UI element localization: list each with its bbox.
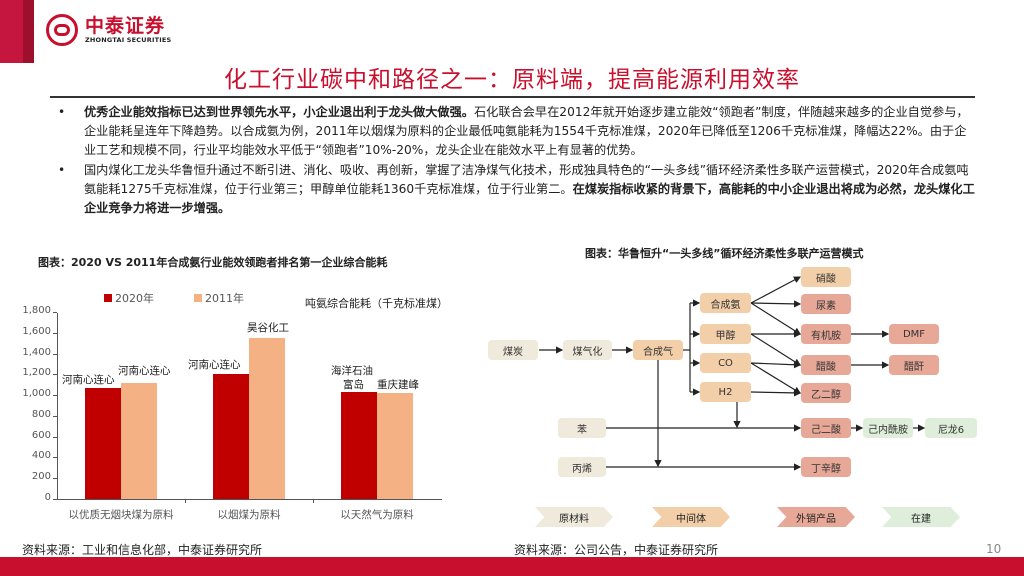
- bar-2020年: [213, 373, 249, 499]
- flow-node-nitric-acid: 硝酸: [801, 267, 851, 287]
- bar-2020年: [341, 391, 377, 499]
- y-axis-unit-label: 吨氨综合能耗（千克标准煤）: [305, 297, 448, 310]
- bar-data-label: 昊谷化工: [247, 322, 289, 334]
- y-tick-label: 1,000: [22, 388, 51, 400]
- y-tick-mark: [53, 436, 57, 438]
- y-tick-label: 1,400: [22, 346, 51, 358]
- x-category-label: 以烟煤为原料: [217, 509, 281, 521]
- y-tick-mark: [53, 312, 57, 313]
- legend-item-2011: 2011年: [194, 290, 244, 306]
- y-tick-label: 200: [31, 471, 51, 483]
- flow-node-syngas: 合成气: [633, 340, 683, 360]
- y-tick-label: 1,800: [22, 305, 51, 316]
- bar-2011年: [249, 337, 285, 499]
- flow-node-acetic-acid: 醋酸: [801, 355, 851, 375]
- bar-2011年: [377, 392, 413, 499]
- flow-node-co: CO: [700, 353, 751, 373]
- bar-2011年: [121, 383, 157, 499]
- bullet-list: 优秀企业能效指标已达到世界领先水平，小企业退出利于龙头做大做强。石化联合会早在2…: [58, 103, 978, 218]
- y-tick-mark: [53, 499, 57, 500]
- flow-node-coal: 煤炭: [488, 340, 538, 360]
- page-title: 化工行业碳中和路径之一：原料端，提高能源利用效率: [224, 67, 800, 93]
- header-accent-bar-dark: [23, 0, 34, 63]
- flow-node-caprolactam: 己内酰胺: [863, 418, 913, 438]
- y-tick-mark: [53, 374, 57, 376]
- legend-swatch: [194, 294, 202, 302]
- y-tick-mark: [53, 415, 57, 417]
- flow-node-propylene: 丙烯: [558, 457, 606, 477]
- y-tick-mark: [53, 332, 57, 334]
- flow-node-methanol: 甲醇: [700, 324, 751, 344]
- legend-intermediate: 中间体: [652, 507, 730, 527]
- y-tick-mark: [53, 353, 57, 355]
- y-tick-mark: [53, 478, 57, 480]
- bullet-text: 国内煤化工龙头华鲁恒升通过不断引进、消化、吸收、再创新，掌握了洁净煤气化技术，形…: [84, 163, 969, 196]
- flow-node-urea: 尿素: [801, 294, 851, 314]
- footer-bar: [0, 557, 1024, 576]
- diagram-title: 图表：华鲁恒升“一头多线”循环经济柔性多联产运营模式: [585, 247, 864, 260]
- y-tick-label: 800: [31, 408, 51, 420]
- flow-node-benzene: 苯: [558, 418, 606, 438]
- logo-icon: [46, 14, 78, 46]
- legend-under-construction: 在建: [882, 507, 960, 527]
- legend-external-product: 外销产品: [777, 507, 855, 527]
- y-tick-label: 400: [31, 450, 51, 462]
- flow-node-ethylene-glycol: 乙二醇: [801, 383, 851, 403]
- bar-data-label: 河南心连心: [118, 365, 171, 377]
- flow-node-adipic-acid: 己二酸: [801, 418, 851, 438]
- bar-data-label: 富岛: [343, 379, 364, 391]
- right-source-note: 资料来源：公司公告，中泰证券研究所: [514, 543, 719, 557]
- x-axis: [57, 499, 442, 500]
- bullet-bold: 优秀企业能效指标已达到世界领先水平，小企业退出利于龙头做大做强。: [84, 105, 474, 119]
- flow-node-octanol: 丁辛醇: [801, 457, 851, 477]
- chart-title: 图表：2020 VS 2011年合成氨行业能效领跑者排名第一企业综合能耗: [38, 256, 388, 269]
- left-source-note: 资料来源：工业和信息化部，中泰证券研究所: [22, 543, 263, 557]
- company-logo: 中泰证券 ZHONGTAI SECURITIES: [46, 14, 171, 46]
- logo-name-cn: 中泰证券: [85, 14, 166, 37]
- flow-node-dmf: DMF: [889, 324, 939, 344]
- legend-raw-material: 原材料: [535, 507, 613, 527]
- bar-data-label: 河南心连心: [62, 374, 115, 386]
- x-tick-mark: [185, 499, 186, 503]
- y-tick-label: 1,200: [22, 367, 51, 379]
- x-category-label: 以优质无烟块煤为原料: [68, 509, 174, 521]
- flow-node-nylon6: 尼龙6: [925, 418, 977, 438]
- flow-node-organic-amine: 有机胺: [801, 324, 851, 344]
- y-tick-label: 600: [31, 429, 51, 441]
- flow-node-ammonia: 合成氨: [700, 293, 751, 313]
- flow-node-h2: H2: [700, 382, 751, 402]
- flow-node-gasify: 煤气化: [563, 340, 612, 360]
- x-tick-mark: [313, 499, 314, 503]
- legend-swatch: [104, 294, 112, 302]
- page-number: 10: [986, 542, 1002, 556]
- bullet-item: 优秀企业能效指标已达到世界领先水平，小企业退出利于龙头做大做强。石化联合会早在2…: [58, 103, 978, 160]
- bar-data-label: 河南心连心: [188, 359, 241, 371]
- x-category-label: 以天然气为原料: [340, 509, 414, 521]
- bullet-item: 国内煤化工龙头华鲁恒升通过不断引进、消化、吸收、再创新，掌握了洁净煤气化技术，形…: [58, 161, 978, 218]
- bullet-text: 石化联合会早在2012年就开始逐步建立能效“领跑者”制度，伴随越来越多的企业自觉…: [84, 105, 969, 157]
- y-tick-label: 1,600: [22, 325, 51, 337]
- chart-legend: 2020年 2011年: [104, 290, 244, 306]
- bar-2020年: [85, 387, 121, 499]
- title-divider: [50, 96, 975, 98]
- y-tick-mark: [53, 457, 57, 459]
- bar-data-label: 重庆建峰: [377, 379, 419, 391]
- bar-data-label: 海洋石油: [331, 365, 373, 377]
- flow-node-acetic-derivative: 醋酐: [889, 355, 939, 375]
- y-tick-label: 0: [44, 492, 51, 503]
- bullet-bold: 在煤炭指标收紧的背景下，高能耗的中小企业退出将成为必然，龙头煤化工企业竞争力将进…: [84, 182, 975, 215]
- y-tick-mark: [53, 395, 57, 397]
- header-accent-bar: [0, 0, 23, 63]
- logo-name-en: ZHONGTAI SECURITIES: [85, 35, 172, 44]
- y-axis: [57, 313, 58, 500]
- legend-item-2020: 2020年: [104, 290, 154, 306]
